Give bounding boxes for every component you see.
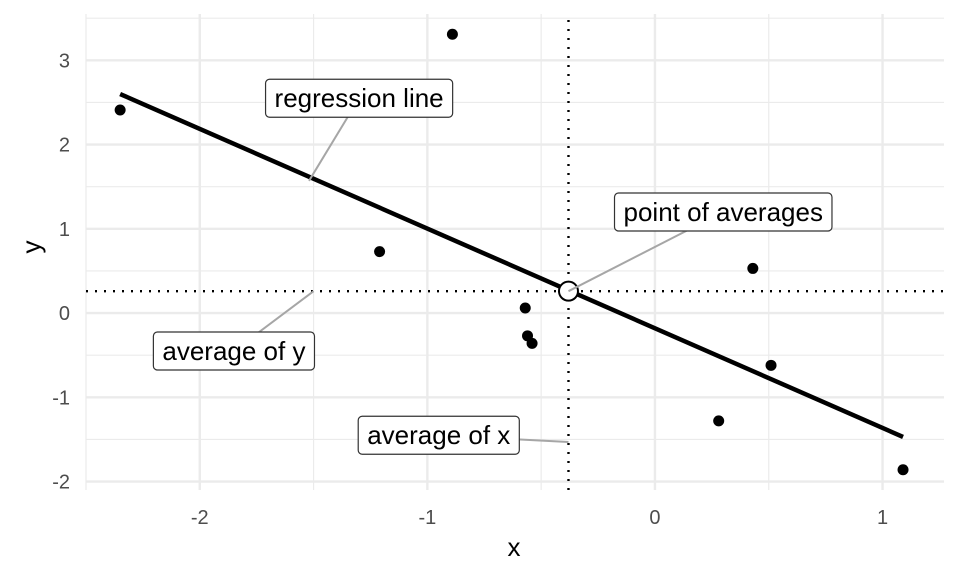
annotation-box bbox=[264, 78, 454, 118]
y-tick-label: 0 bbox=[59, 303, 70, 325]
data-point bbox=[519, 302, 531, 314]
x-axis-title: x bbox=[508, 532, 521, 562]
annotation-label: average of y bbox=[152, 331, 316, 371]
data-point bbox=[765, 359, 777, 371]
x-tick-label: 0 bbox=[649, 507, 660, 529]
y-tick-label: 3 bbox=[59, 50, 70, 72]
y-tick-label: 1 bbox=[59, 219, 70, 241]
annotation-text: regression line bbox=[275, 83, 444, 113]
y-tick-label: -2 bbox=[52, 472, 70, 494]
annotation-box bbox=[152, 331, 316, 371]
annotation-box bbox=[613, 192, 833, 232]
regression-layer bbox=[119, 91, 904, 439]
x-tick-label: 1 bbox=[877, 507, 888, 529]
annotation-label: point of averages bbox=[613, 192, 833, 232]
data-point bbox=[526, 337, 538, 349]
reference-lines bbox=[86, 20, 944, 492]
data-point bbox=[747, 262, 759, 274]
annotation-box bbox=[357, 415, 520, 455]
data-point bbox=[114, 104, 126, 116]
data-points bbox=[114, 28, 909, 476]
annotation-label: average of x bbox=[357, 415, 520, 455]
y-axis-title: y bbox=[16, 241, 46, 254]
axes: -2 -1 0 1 -2 -1 0 1 2 3 bbox=[52, 50, 888, 529]
annotation-label: regression line bbox=[264, 78, 454, 118]
annotation-text: point of averages bbox=[624, 197, 823, 227]
y-tick-label: 2 bbox=[59, 135, 70, 157]
annotations: regression line point of averages average … bbox=[152, 78, 833, 455]
y-tick-label: -1 bbox=[52, 387, 70, 409]
data-point bbox=[713, 415, 725, 427]
x-tick-label: -1 bbox=[418, 507, 436, 529]
data-point bbox=[897, 464, 909, 476]
regression-line bbox=[119, 91, 904, 439]
x-tick-label: -2 bbox=[191, 507, 209, 529]
data-point bbox=[374, 246, 386, 258]
data-point bbox=[446, 28, 458, 40]
annotation-text: average of y bbox=[162, 336, 305, 366]
annotation-text: average of x bbox=[367, 420, 510, 450]
